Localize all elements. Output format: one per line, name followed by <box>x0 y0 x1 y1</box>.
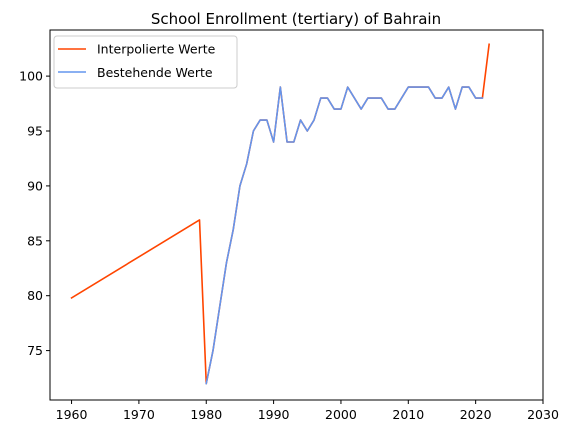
y-tick-label: 95 <box>27 124 43 139</box>
legend: Interpolierte Werte Bestehende Werte <box>53 35 238 89</box>
series-layer <box>70 43 491 385</box>
y-tick-label: 85 <box>27 233 43 248</box>
x-axis: 1960 1970 1980 1990 2000 2010 2020 2030 <box>56 400 559 422</box>
chart-title: School Enrollment (tertiary) of Bahrain <box>151 10 441 28</box>
axes-frame <box>49 29 544 401</box>
series-line-0 <box>70 43 491 385</box>
legend-label-interpolated: Interpolierte Werte <box>97 42 216 57</box>
y-tick-label: 100 <box>19 69 43 84</box>
y-axis: 75 80 85 90 95 100 <box>19 69 50 358</box>
series-line-1 <box>205 86 484 385</box>
y-tick-label: 80 <box>27 288 43 303</box>
y-tick-label: 75 <box>27 343 43 358</box>
x-tick-label: 1970 <box>123 407 155 422</box>
x-tick-label: 1990 <box>258 407 290 422</box>
x-tick-label: 2020 <box>460 407 492 422</box>
legend-box <box>53 35 238 89</box>
x-tick-label: 1960 <box>56 407 88 422</box>
x-tick-label: 2030 <box>527 407 559 422</box>
x-tick-label: 2010 <box>392 407 424 422</box>
x-tick-label: 1980 <box>190 407 222 422</box>
x-tick-label: 2000 <box>325 407 357 422</box>
legend-label-existing: Bestehende Werte <box>97 65 213 80</box>
y-tick-label: 90 <box>27 178 43 193</box>
